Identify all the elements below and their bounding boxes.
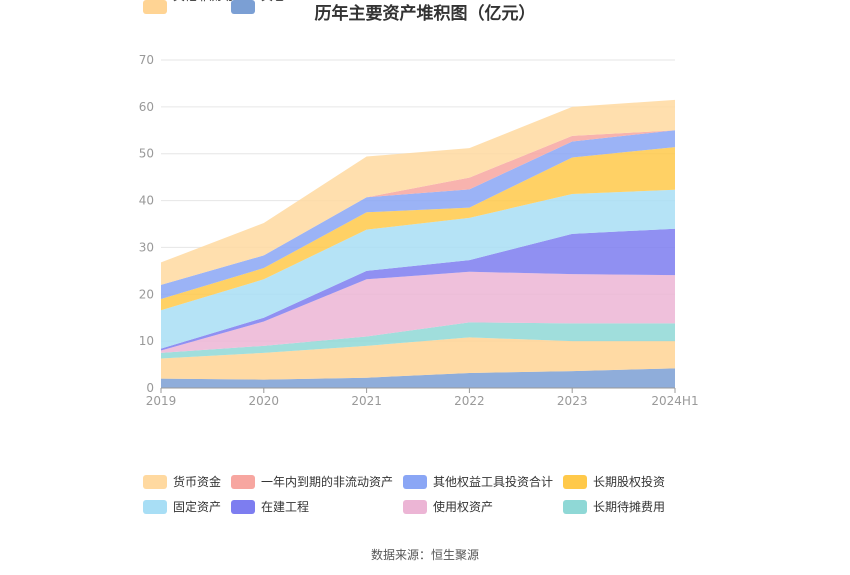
legend-swatch xyxy=(231,500,255,514)
y-tick-label: 70 xyxy=(139,53,154,67)
y-tick-label: 60 xyxy=(139,100,154,114)
legend-label: 一年内到期的非流动资产 xyxy=(261,474,393,489)
stacked-areas xyxy=(161,99,675,388)
legend-item[interactable]: 长期股权投资 xyxy=(563,474,665,489)
area-series xyxy=(161,99,675,285)
legend-swatch xyxy=(563,475,587,489)
legend-item[interactable]: 货币资金 xyxy=(143,474,221,489)
area-series xyxy=(161,130,675,299)
legend-swatch xyxy=(143,475,167,489)
area-series xyxy=(161,337,675,380)
area-series xyxy=(161,322,675,359)
legend-label: 使用权资产 xyxy=(433,499,493,514)
x-tick-label: 2019 xyxy=(146,394,177,408)
legend-label: 在建工程 xyxy=(261,499,309,514)
legend-item[interactable]: 固定资产 xyxy=(143,499,221,514)
legend-swatch xyxy=(231,475,255,489)
y-tick-label: 0 xyxy=(146,381,154,395)
legend-item[interactable]: 其他权益工具投资合计 xyxy=(403,474,553,489)
legend-label: 其他非流动资产 xyxy=(173,0,257,3)
legend-item[interactable]: 一年内到期的非流动资产 xyxy=(231,474,393,489)
x-tick-label: 2022 xyxy=(454,394,485,408)
y-tick-label: 10 xyxy=(139,334,154,348)
y-tick-label: 50 xyxy=(139,147,154,161)
chart-title: 历年主要资产堆积图（亿元） xyxy=(315,3,536,24)
legend-label: 其他权益工具投资合计 xyxy=(433,474,553,489)
axes: 0 10 20 30 40 50 60 70 2019 2020 2021 2022 2023 2024H… xyxy=(139,53,699,408)
legend-label: 长期待摊费用 xyxy=(593,500,665,514)
area-series xyxy=(161,271,675,353)
legend-swatch xyxy=(143,500,167,514)
legend-item[interactable]: 使用权资产 xyxy=(403,499,493,514)
legend-label: 长期股权投资 xyxy=(593,474,665,489)
x-tick-label: 2024H1 xyxy=(651,394,698,408)
area-series xyxy=(161,368,675,388)
source-note: 数据来源：恒生聚源 xyxy=(371,547,479,562)
legend-label: 固定资产 xyxy=(173,499,221,514)
y-tick-label: 30 xyxy=(139,240,154,254)
legend-item[interactable]: 其他非流动资产 xyxy=(143,0,257,14)
legend-label: 其它 xyxy=(261,0,285,3)
legend-label: 货币资金 xyxy=(173,474,221,489)
x-tick-label: 2020 xyxy=(249,394,280,408)
legend-item[interactable]: 长期待摊费用 xyxy=(563,500,665,514)
legend-swatch xyxy=(563,500,587,514)
y-tick-label: 40 xyxy=(139,194,154,208)
legend-swatch xyxy=(403,475,427,489)
legend-item[interactable]: 其它 xyxy=(231,0,285,14)
x-tick-label: 2023 xyxy=(557,394,588,408)
legend-swatch xyxy=(143,0,167,14)
legend-item[interactable]: 在建工程 xyxy=(231,499,309,514)
area-series xyxy=(161,189,675,349)
area-series xyxy=(161,147,675,311)
area-series xyxy=(161,228,675,351)
x-tick-label: 2021 xyxy=(351,394,382,408)
legend-swatch xyxy=(231,0,255,14)
y-tick-label: 20 xyxy=(139,287,154,301)
legend-swatch xyxy=(403,500,427,514)
